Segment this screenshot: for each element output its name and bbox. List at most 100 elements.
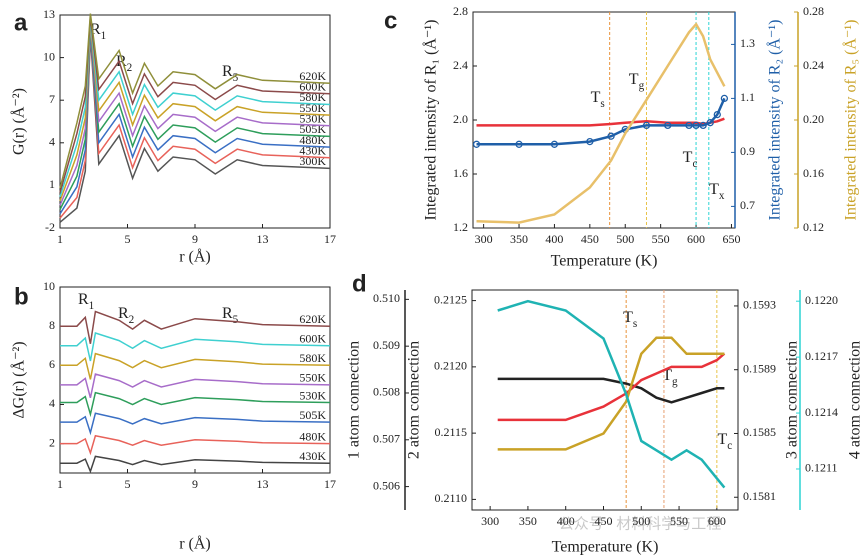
y-tick-label: -2 [45,220,55,234]
series-line [60,352,331,380]
x-tick-label: 600 [708,514,726,528]
peak-label: R1 [78,291,94,312]
y-tick-label: 4 [49,396,55,410]
peak-label: R1 [90,21,106,42]
x-tick-label: 400 [545,232,563,246]
y-tick-label: 1.2 [453,220,468,234]
y-axis-title: Integrated intensity of R₅ (Å⁻¹) [842,20,860,221]
y-tick-label: 10 [43,49,55,63]
y-axis-title: ΔG(r) (Å⁻²) [10,341,28,418]
series-point [706,119,714,127]
y-tick-label: 0.509 [373,338,400,352]
y-tick-label: 0.510 [373,291,400,305]
x-tick-label: 450 [594,514,612,528]
series-point [642,121,651,130]
x-tick-label: 550 [670,514,688,528]
y-tick-label: 0.507 [373,432,400,446]
y-tick-label: 0.1220 [805,293,838,307]
y-axis-title: G(r) (Å⁻²) [10,88,28,155]
peak-label: R2 [118,305,134,326]
x-tick-label: 600 [687,232,705,246]
plot-frame [471,289,739,511]
y-tick-label: 6 [49,357,55,371]
x-axis-title: Temperature (K) [551,253,658,270]
series-point [550,140,559,148]
series-label: 580K [299,351,326,365]
series-line [476,22,726,224]
y-tick-label: 7 [49,92,55,106]
x-tick-label: 17 [324,477,336,491]
y-axis-title: 2 atom connection [406,341,423,459]
series-label: 505K [299,408,326,422]
x-tick-label: 5 [125,477,131,491]
series-line [497,336,725,451]
series-line [60,310,331,344]
x-tick-label: 5 [125,232,131,246]
series-line [59,30,331,215]
series-line [497,377,725,404]
series-point [515,140,523,148]
panel-label: b [14,283,29,310]
x-tick-label: 500 [632,514,650,528]
series-label: 530K [299,388,326,402]
series-label: 620K [299,312,326,326]
marker-label: Tg [662,367,678,388]
series-point [586,137,594,146]
y-tick-label: 0.1593 [743,298,776,312]
y-tick-label: 0.1214 [805,405,838,419]
x-tick-label: 550 [652,232,670,246]
y-tick-label: 2.8 [453,4,468,18]
series-point [692,121,700,130]
series-line [497,352,726,422]
y-tick-label: 0.12 [803,220,824,234]
y-tick-label: 4 [49,135,55,149]
y-tick-label: 13 [43,7,55,21]
panel-label: c [384,7,397,34]
x-tick-label: 300 [475,232,493,246]
y-axis-title: Integrated intensity of R₁ (Å⁻¹) [422,20,440,221]
x-tick-label: 350 [510,232,528,246]
x-axis-title: r (Å) [179,535,211,553]
peak-label: R5 [222,305,239,326]
y-tick-label: 2 [49,435,55,449]
x-axis-title: Temperature (K) [552,539,659,556]
y-tick-label: 0.508 [373,385,400,399]
series-label: 480K [299,429,326,443]
marker-label: Ts [591,89,605,110]
y-axis-title: Integrated intensity of R₂ (Å⁻¹) [766,20,784,221]
y-tick-label: 0.28 [803,4,824,18]
x-axis-title: r (Å) [179,248,211,266]
series-line [60,434,331,456]
plot-frame [59,14,331,229]
peak-label: R5 [222,63,239,84]
x-tick-label: 1 [57,477,63,491]
series-line [497,299,726,489]
series-label: 620K [299,69,326,83]
series-line [59,24,331,206]
y-axis-title: 3 atom connection [784,341,801,459]
y-tick-label: 0.506 [373,478,400,492]
y-tick-label: 0.16 [803,166,824,180]
y-tick-label: 1 [49,177,55,191]
y-tick-label: 2.4 [453,58,468,72]
series-line [60,373,331,398]
series-line [59,13,331,189]
series-point [664,121,672,130]
y-axis-title: 1 atom connection [346,341,363,459]
series-line [60,412,331,436]
x-tick-label: 13 [257,232,269,246]
series-point [472,140,481,148]
series-point [685,121,693,130]
y-tick-label: 2.0 [453,112,468,126]
x-tick-label: 350 [519,514,537,528]
panel-label: a [14,9,28,36]
y-tick-label: 0.20 [803,112,824,126]
x-tick-label: 500 [616,232,634,246]
series-label: 550K [299,371,326,385]
x-tick-label: 9 [192,232,198,246]
y-tick-label: 0.1589 [743,361,776,375]
series-label: 600K [299,331,326,345]
series-point [607,132,615,140]
y-axis-title: 4 atom connection [847,341,864,459]
